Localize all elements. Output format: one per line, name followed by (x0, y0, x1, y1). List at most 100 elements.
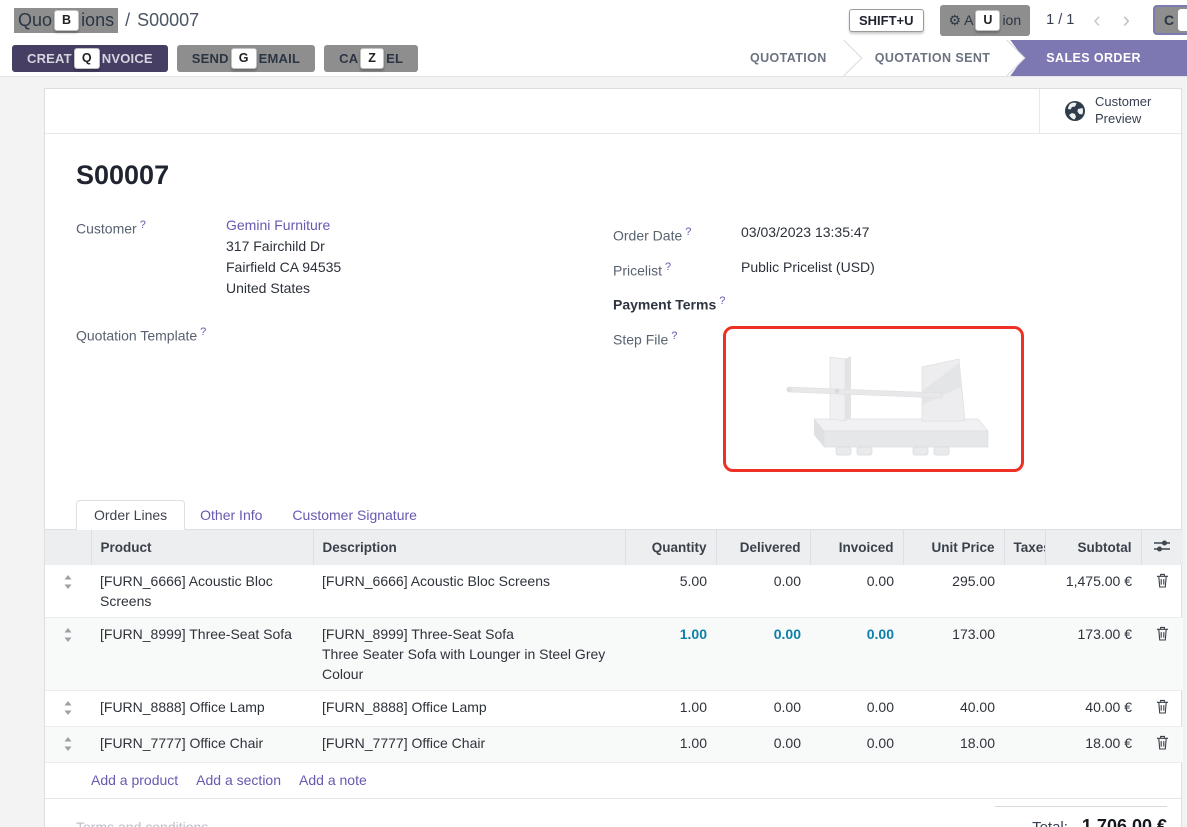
action-label-post: ion (1002, 12, 1022, 28)
column-delivered[interactable]: Delivered (716, 529, 811, 565)
cell-unit-price[interactable]: 295.00 (903, 564, 1004, 618)
field-quotation-template: Quotation Template? (76, 322, 613, 347)
cell-taxes[interactable] (1004, 690, 1045, 727)
page-title: S00007 (76, 160, 170, 190)
cell-unit-price[interactable]: 18.00 (903, 726, 1004, 763)
column-unit-price[interactable]: Unit Price (903, 529, 1005, 565)
trash-icon (1156, 573, 1168, 588)
customer-address-line: 317 Fairchild Dr (226, 238, 325, 254)
status-step-sales-order[interactable]: SALES ORDER (1010, 40, 1187, 76)
drag-handle-icon (64, 627, 72, 642)
pricelist-value[interactable]: Public Pricelist (USD) (741, 258, 875, 275)
column-quantity[interactable]: Quantity (625, 529, 717, 565)
cell-quantity[interactable]: 5.00 (625, 564, 716, 618)
customer-preview-button[interactable]: Customer Preview (1039, 89, 1181, 133)
cell-description[interactable]: [FURN_7777] Office Chair (313, 726, 625, 763)
cell-unit-price[interactable]: 173.00 (903, 617, 1004, 691)
customer-address-line: United States (226, 280, 311, 296)
cell-invoiced[interactable]: 0.00 (810, 726, 903, 763)
total-summary: Total: 1,706.00 € (995, 805, 1167, 827)
column-subtotal[interactable]: Subtotal (1045, 529, 1142, 565)
help-icon: ? (719, 295, 726, 308)
cell-quantity[interactable]: 1.00 (625, 617, 716, 691)
cell-description[interactable]: [FURN_6666] Acoustic Bloc Screens (313, 564, 625, 618)
notebook-tabs: Order Lines Other Info Customer Signatur… (45, 499, 1181, 530)
help-icon: ? (685, 226, 692, 238)
status-step-quotation-sent[interactable]: QUOTATION SENT (846, 40, 1011, 76)
cancel-text-pre: CA (339, 50, 359, 66)
cell-taxes[interactable] (1004, 726, 1045, 763)
cell-delivered[interactable]: 0.00 (716, 564, 810, 618)
cell-unit-price[interactable]: 40.00 (903, 690, 1004, 727)
hotkey-badge-partial (1178, 9, 1187, 31)
field-customer: Customer? Gemini Furniture 317 Fairchild… (76, 215, 613, 299)
delete-row-button[interactable] (1141, 617, 1183, 691)
cell-taxes[interactable] (1004, 617, 1045, 691)
cell-taxes[interactable] (1004, 564, 1045, 618)
cell-delivered[interactable]: 0.00 (716, 617, 810, 691)
sheet-button-box: Customer Preview (45, 89, 1181, 134)
add-a-section-link[interactable]: Add a section (196, 771, 282, 788)
pager-next-icon[interactable]: › (1122, 7, 1130, 32)
cell-description[interactable]: [FURN_8888] Office Lamp (313, 690, 625, 727)
drag-handle[interactable] (45, 690, 91, 727)
field-column-right: Order Date? 03/03/2023 13:35:47 Pricelis… (613, 215, 1150, 472)
cell-invoiced[interactable]: 0.00 (810, 690, 903, 727)
create-invoice-text-post: NVOICE (101, 50, 153, 66)
cell-delivered[interactable]: 0.00 (716, 726, 810, 763)
drag-handle[interactable] (45, 617, 91, 691)
tab-customer-signature[interactable]: Customer Signature (292, 506, 417, 523)
total-label: Total: (1032, 819, 1068, 827)
field-step-file: Step File? (613, 325, 1150, 472)
table-row: [FURN_6666] Acoustic Bloc Screens [FURN_… (45, 564, 1183, 618)
order-date-value[interactable]: 03/03/2023 13:35:47 (741, 224, 870, 240)
drag-handle[interactable] (45, 564, 91, 618)
add-a-note-link[interactable]: Add a note (299, 771, 367, 788)
customer-link[interactable]: Gemini Furniture (226, 217, 331, 233)
add-a-product-link[interactable]: Add a product (91, 771, 179, 788)
column-taxes[interactable]: Taxes (1004, 529, 1046, 565)
tab-order-lines[interactable]: Order Lines (76, 499, 186, 530)
drag-handle-icon (64, 736, 72, 751)
cell-subtotal: 1,475.00 € (1045, 564, 1141, 618)
delete-row-button[interactable] (1141, 726, 1183, 763)
cell-product[interactable]: [FURN_8888] Office Lamp (91, 690, 313, 727)
cell-invoiced[interactable]: 0.00 (810, 617, 903, 691)
optional-columns-icon[interactable] (1154, 540, 1171, 552)
cell-quantity[interactable]: 1.00 (625, 726, 716, 763)
cell-invoiced[interactable]: 0.00 (810, 564, 903, 618)
cell-product[interactable]: [FURN_7777] Office Chair (91, 726, 313, 763)
delete-row-button[interactable] (1141, 690, 1183, 727)
trash-icon (1156, 735, 1168, 750)
pager-previous-icon[interactable]: ‹ (1093, 7, 1101, 32)
trash-icon (1156, 626, 1168, 641)
step-file-preview[interactable] (723, 325, 1024, 472)
cell-description[interactable]: [FURN_8999] Three-Seat Sofa Three Seater … (313, 617, 625, 691)
column-invoiced[interactable]: Invoiced (810, 529, 904, 565)
tab-other-info[interactable]: Other Info (200, 506, 263, 523)
delete-row-button[interactable] (1141, 564, 1183, 618)
send-email-button[interactable]: SEND G EMAIL (176, 44, 316, 72)
hotkey-badge-u: U (975, 9, 1001, 31)
terms-and-conditions-input[interactable]: Terms and conditions... (76, 818, 220, 827)
cell-product[interactable]: [FURN_8999] Three-Seat Sofa (91, 617, 313, 691)
cancel-button[interactable]: CA Z EL (324, 44, 419, 72)
column-description[interactable]: Description (313, 529, 626, 565)
field-grid: Customer? Gemini Furniture 317 Fairchild… (45, 215, 1181, 472)
column-handle (45, 529, 92, 565)
cell-quantity[interactable]: 1.00 (625, 690, 716, 727)
record-pager: 1 / 1 (1046, 12, 1075, 28)
create-button-cutoff[interactable]: C (1153, 5, 1187, 35)
cell-delivered[interactable]: 0.00 (716, 690, 810, 727)
cell-product[interactable]: [FURN_6666] Acoustic Bloc Screens (91, 564, 313, 618)
customer-address-line: Fairfield CA 94535 (226, 259, 342, 275)
drag-handle[interactable] (45, 726, 91, 763)
form-action-bar: CREAT Q NVOICE SEND G EMAIL CA Z EL QUOTATION … (0, 40, 1187, 77)
status-step-quotation[interactable]: QUOTATION (721, 40, 847, 76)
create-invoice-button[interactable]: CREAT Q NVOICE (12, 44, 168, 72)
column-product[interactable]: Product (91, 529, 314, 565)
